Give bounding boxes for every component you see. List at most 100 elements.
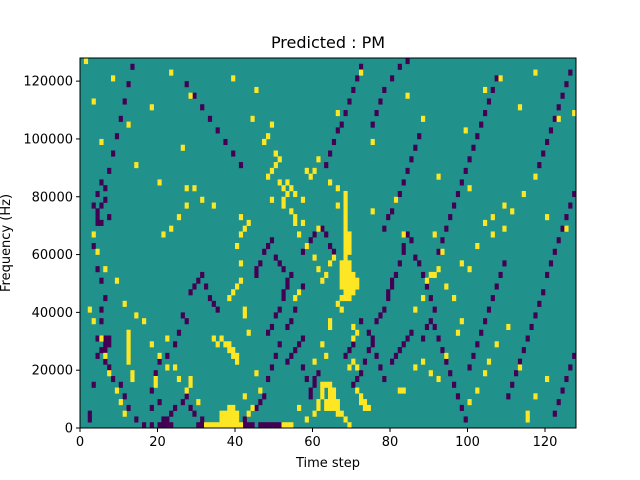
heatmap-cell-high	[219, 416, 224, 423]
heatmap-cell-low	[312, 375, 317, 383]
heatmap-cell-low	[157, 422, 162, 429]
heatmap-cell-high	[316, 266, 321, 273]
y-tick-label: 100000	[23, 132, 73, 147]
heatmap-cell-high	[312, 358, 317, 365]
heatmap-cell-high	[320, 381, 325, 388]
heatmap-cell-high	[289, 185, 294, 192]
heatmap-cell-low	[308, 393, 313, 400]
heatmap-cell-low	[382, 306, 387, 313]
heatmap-cell-high	[184, 202, 189, 209]
heatmap-cell-low	[200, 104, 205, 111]
heatmap-cell-high	[328, 179, 333, 186]
heatmap-cell-high	[107, 370, 112, 377]
heatmap-cell-low	[506, 393, 511, 400]
heatmap-cell-high	[219, 422, 224, 429]
heatmap-cell-low	[448, 370, 453, 377]
heatmap-cell-low	[312, 381, 317, 388]
heatmap-cell-low	[479, 329, 484, 336]
heatmap-cell-high	[331, 399, 337, 406]
heatmap-cell-high	[293, 295, 298, 302]
heatmap-cell-low	[390, 358, 395, 365]
heatmap-cell-high	[335, 300, 340, 307]
heatmap-cell-high	[355, 364, 360, 371]
heatmap-cell-low	[196, 277, 201, 284]
heatmap-cell-high	[192, 185, 197, 192]
heatmap-cell-low	[122, 98, 127, 105]
heatmap-cell-high	[521, 190, 526, 198]
heatmap-cell-low	[545, 138, 550, 146]
heatmap-cell-low	[285, 277, 290, 284]
heatmap-cell-low	[200, 416, 205, 423]
heatmap-cell-high	[347, 295, 352, 302]
heatmap-cell-low	[188, 289, 193, 296]
heatmap-cell-low	[192, 92, 197, 99]
heatmap-cell-low	[378, 364, 383, 371]
heatmap-cell-high	[328, 404, 333, 411]
heatmap-cell-low	[502, 260, 507, 267]
heatmap-cell-high	[343, 248, 348, 255]
heatmap-cell-high	[328, 323, 333, 331]
heatmap-cell-low	[548, 127, 554, 134]
heatmap-cell-high	[533, 393, 538, 400]
heatmap-cell-low	[390, 75, 395, 82]
heatmap-cell-high	[312, 254, 317, 261]
heatmap-cell-high	[347, 231, 352, 238]
heatmap-cell-high	[300, 219, 306, 226]
heatmap-cell-high	[103, 352, 108, 359]
heatmap-cell-high	[459, 318, 464, 325]
heatmap-cell-high	[343, 231, 348, 238]
heatmap-cell-low	[498, 271, 503, 278]
heatmap-cell-high	[281, 196, 286, 203]
heatmap-cell-low	[91, 243, 96, 250]
heatmap-cell-high	[320, 387, 325, 394]
heatmap-cell-low	[207, 295, 213, 302]
heatmap-cell-low	[95, 208, 100, 215]
heatmap-cell-high	[235, 243, 240, 250]
heatmap-cell-high	[421, 295, 426, 302]
heatmap-cell-low	[432, 306, 437, 313]
heatmap-cell-high	[467, 266, 472, 273]
heatmap-cell-high	[188, 381, 193, 388]
heatmap-cell-high	[483, 370, 488, 377]
heatmap-cell-low	[483, 110, 488, 117]
heatmap-cell-low	[556, 104, 561, 111]
y-tick-label: 40000	[32, 306, 73, 321]
heatmap-cell-high	[351, 271, 356, 278]
heatmap-cell-high	[304, 243, 309, 250]
heatmap-cell-low	[200, 422, 205, 429]
heatmap-cell-low	[87, 416, 92, 423]
heatmap-cell-high	[517, 104, 523, 111]
heatmap-cell-low	[103, 358, 108, 365]
heatmap-cell-high	[231, 416, 236, 423]
heatmap-cell-high	[490, 231, 495, 238]
heatmap-cell-low	[107, 341, 112, 348]
heatmap-cell-low	[409, 237, 414, 244]
heatmap-cell-high	[157, 179, 162, 186]
heatmap-cell-low	[122, 393, 127, 400]
heatmap-cell-high	[231, 410, 236, 417]
heatmap-cell-high	[502, 202, 507, 209]
heatmap-cell-high	[235, 410, 240, 417]
heatmap-cell-low	[285, 323, 290, 331]
heatmap-cell-low	[405, 167, 410, 174]
heatmap-cell-low	[285, 358, 290, 365]
heatmap-cell-high	[320, 393, 325, 400]
heatmap-cell-high	[362, 399, 368, 406]
heatmap-cell-high	[343, 271, 348, 278]
heatmap-cell-high	[362, 404, 368, 411]
heatmap-cell-low	[169, 422, 174, 429]
heatmap-cell-high	[335, 110, 340, 117]
heatmap-cell-high	[413, 306, 418, 313]
heatmap-cell-high	[215, 341, 220, 348]
heatmap-cell-low	[316, 370, 321, 377]
heatmap-cell-low	[95, 219, 100, 226]
heatmap-cell-low	[281, 295, 286, 302]
heatmap-cell-high	[169, 69, 174, 76]
heatmap-cell-high	[328, 399, 333, 406]
heatmap-cell-high	[343, 196, 348, 203]
heatmap-cell-low	[293, 347, 298, 354]
heatmap-cell-high	[238, 231, 244, 238]
heatmap-cell-high	[324, 381, 329, 388]
heatmap-cell-high	[436, 266, 441, 273]
